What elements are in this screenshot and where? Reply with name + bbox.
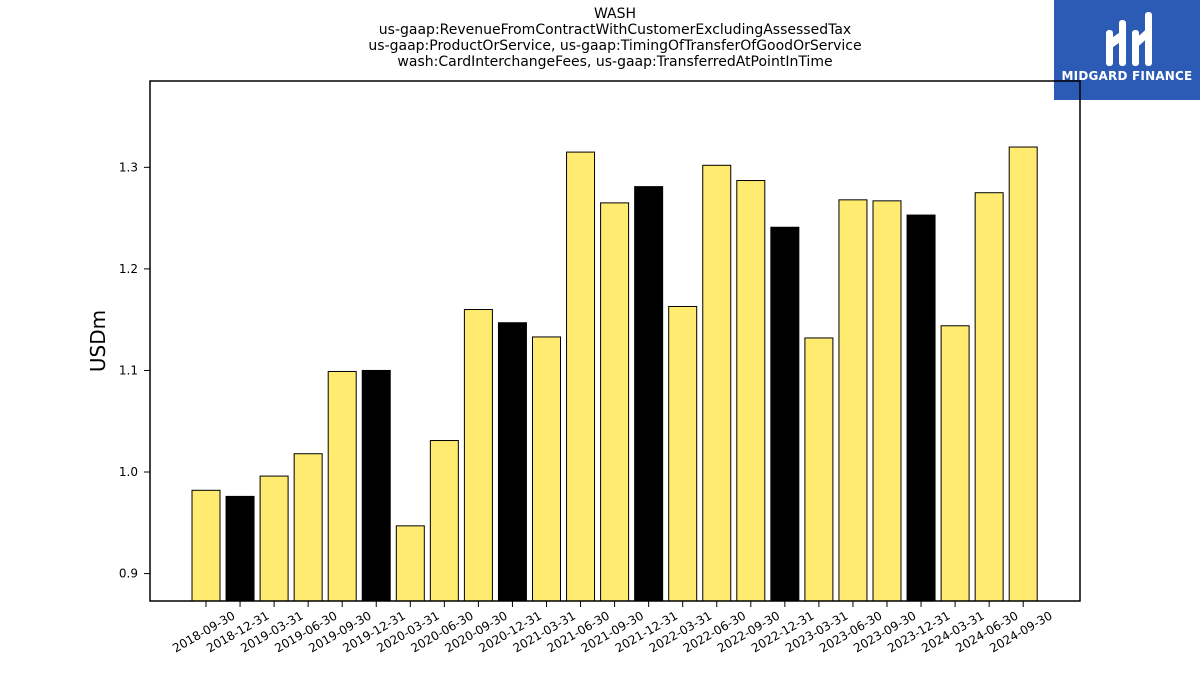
bar-2018-12-31 (225, 495, 255, 602)
bar-2021-06-30 (566, 151, 596, 602)
x-axis: 2018-09-302018-12-312019-03-312019-06-30… (170, 601, 1055, 655)
y-tick-label: 1.1 (119, 363, 138, 377)
chart-title: WASH (593, 6, 637, 22)
bar-2020-06-30 (429, 440, 459, 602)
y-axis: 0.9 1.0 1.1 1.2 1.3 (119, 160, 150, 581)
bar-2020-03-31 (395, 525, 425, 602)
bar-2020-09-30 (463, 309, 493, 602)
bar-2023-09-30 (872, 200, 902, 602)
bar-2022-06-30 (702, 164, 732, 602)
y-tick-label: 1.2 (119, 262, 138, 276)
bar-2019-06-30 (293, 453, 323, 602)
y-tick-label: 0.9 (119, 567, 138, 581)
bar-2022-09-30 (736, 180, 766, 602)
bar-series (191, 146, 1038, 602)
bar-2019-09-30 (327, 370, 357, 602)
bar-2023-12-31 (906, 214, 936, 602)
bar-2021-09-30 (600, 202, 630, 602)
bar-2019-03-31 (259, 475, 289, 602)
y-tick-label: 1.3 (119, 160, 138, 174)
chart-subtitle-line-3: wash:CardInterchangeFees, us-gaap:Transf… (397, 54, 833, 70)
chart-subtitle-line-1: us-gaap:RevenueFromContractWithCustomerE… (378, 22, 852, 38)
bar-2024-03-31 (940, 325, 970, 602)
y-axis-label: USDm (86, 310, 110, 372)
bar-2024-06-30 (974, 192, 1004, 602)
bar-2022-03-31 (668, 305, 698, 602)
chart-title-block: WASH us-gaap:RevenueFromContractWithCust… (150, 6, 1080, 70)
bar-2019-12-31 (361, 369, 391, 602)
bar-2022-12-31 (770, 226, 800, 602)
bar-2021-12-31 (634, 186, 664, 602)
bar-2018-09-30 (191, 489, 221, 602)
bar-2020-12-31 (497, 322, 527, 602)
bar-2024-09-30 (1008, 146, 1038, 602)
bar-2023-06-30 (838, 199, 868, 602)
midgard-logo-icon (1106, 12, 1152, 66)
y-tick-label: 1.0 (119, 465, 138, 479)
logo-text: MIDGARD FINANCE (1061, 69, 1193, 83)
midgard-finance-logo: MIDGARD FINANCE (1054, 0, 1200, 100)
bar-2023-03-31 (804, 337, 834, 602)
bar-2021-03-31 (532, 336, 561, 602)
chart-subtitle-line-2: us-gaap:ProductOrService, us-gaap:Timing… (368, 38, 862, 54)
